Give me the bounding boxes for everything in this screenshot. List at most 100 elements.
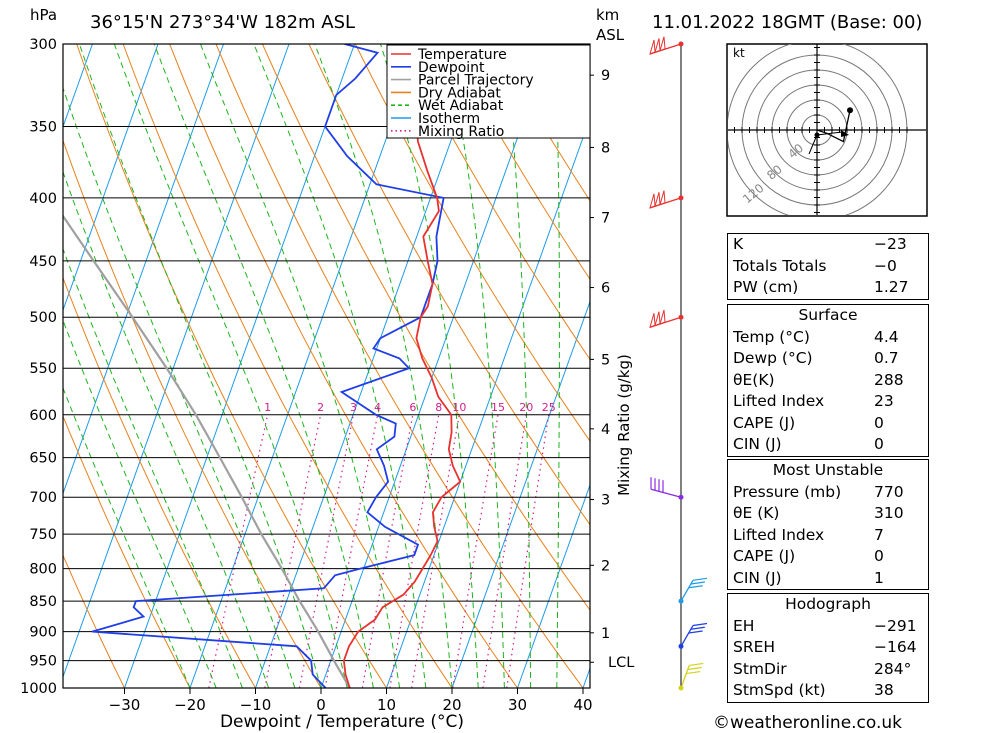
mixing-ratio-axis-label: Mixing Ratio (g/kg): [615, 354, 633, 496]
height-tick-label: 8: [601, 140, 610, 156]
mixing-ratio-line: [389, 414, 440, 688]
pressure-tick-label: 950: [29, 654, 57, 670]
wind-barb: [650, 477, 682, 498]
pressure-tick-label: 750: [29, 527, 57, 543]
index-row-totals: Totals Totals −0: [733, 256, 897, 275]
pressure-tick-label: 500: [29, 310, 57, 326]
isotherm-line: [124, 44, 355, 688]
most-unstable-row: CAPE (J) 0: [733, 547, 884, 565]
isotherm-line: [255, 44, 486, 688]
wet-adiabat-line: [153, 44, 374, 688]
most-unstable-title: Most Unstable: [772, 461, 884, 479]
mixing-ratio-label: 15: [491, 401, 505, 414]
legend-label: Mixing Ratio: [418, 124, 504, 140]
height-tick-label: 1: [601, 626, 610, 642]
height-tick-label: 2: [601, 558, 610, 574]
wet-adiabat-line: [503, 44, 532, 688]
mixing-ratio-label: 25: [542, 401, 556, 414]
mixing-ratio-label: 1: [264, 401, 271, 414]
isotherm-line: [320, 44, 552, 688]
surface-table: Surface Temp (°C) 4.4 Dewp (°C) 0.7 θE(K) 2…: [727, 304, 929, 457]
storm-motion-arrow-icon: [841, 130, 849, 137]
dry-adiabat-line: [401, 44, 590, 361]
dry-adiabat-line: [308, 44, 590, 526]
height-tick-label: 3: [601, 493, 610, 509]
height-unit-km: km: [596, 6, 619, 24]
legend-label: Dewpoint: [418, 60, 485, 76]
x-tick-label: 0: [316, 696, 326, 714]
mixing-ratio-label: 2: [317, 401, 324, 414]
dry-adiabat-line: [169, 44, 518, 688]
hodograph-row: EH −291: [733, 616, 917, 635]
legend-label: Temperature: [417, 47, 507, 63]
surface-row: Temp (°C) 4.4: [733, 327, 899, 346]
wind-barb: [649, 36, 682, 55]
wet-adiabat-line: [63, 247, 243, 688]
index-row-k: K −23: [733, 235, 907, 253]
height-unit-asl: ASL: [596, 26, 625, 44]
pressure-tick-label: 450: [29, 254, 57, 270]
pressure-tick-label: 650: [29, 451, 57, 467]
series-line-temperature: [342, 44, 462, 688]
indices-table: K −23 Totals Totals −0 PW (cm) 1.27: [727, 233, 929, 300]
surface-row: Dewp (°C) 0.7: [733, 349, 899, 367]
dry-adiabat-line: [63, 554, 125, 688]
isotherm-line: [63, 44, 224, 495]
surface-row: θE(K) 288: [733, 370, 904, 389]
isotherm-line: [0, 44, 27, 688]
pressure-tick-label: 400: [29, 191, 57, 207]
isotherm-line: [63, 44, 290, 679]
surface-row: CIN (J) 0: [733, 435, 884, 453]
pressure-tick-label: 300: [29, 37, 57, 53]
series-line-parcel-trajectory: [63, 214, 351, 688]
dry-adiabat-line: [959, 44, 1000, 688]
isotherm-line: [451, 300, 590, 688]
legend-label: Isotherm: [418, 111, 480, 127]
mixing-ratio-line: [411, 414, 460, 688]
surface-row: CAPE (J) 0: [733, 413, 884, 432]
dry-adiabat-line: [354, 44, 590, 442]
hodograph-title: Hodograph: [785, 595, 871, 613]
copyright: ©weatheronline.co.uk: [713, 713, 902, 733]
wet-adiabat-line: [200, 44, 401, 688]
hodograph-row: SREH −164: [733, 638, 917, 656]
pressure-tick-label: 350: [29, 119, 57, 135]
surface-title: Surface: [798, 306, 858, 324]
isotherm-line: [386, 116, 590, 688]
wind-barb: [680, 577, 708, 602]
mixing-ratio-label: 6: [409, 401, 416, 414]
most-unstable-row: θE (K) 310: [733, 504, 904, 522]
height-tick-label: 4: [601, 422, 610, 438]
mixing-ratio-label: 8: [435, 401, 442, 414]
mixing-ratio-label: 4: [374, 401, 381, 414]
isotherm-line: [63, 44, 159, 312]
x-tick-label: −30: [109, 696, 141, 714]
x-tick-label: 40: [573, 696, 592, 714]
wet-adiabat-line: [113, 44, 348, 688]
height-tick-label: 9: [601, 68, 610, 84]
pressure-tick-label: 900: [29, 625, 57, 641]
height-tick-label: LCL: [608, 655, 634, 671]
hodograph-unit: kt: [733, 46, 745, 60]
hodograph-table: Hodograph EH −291 SREH −164 StmDir 284° Stm…: [727, 593, 929, 703]
wind-barb: [649, 190, 682, 209]
most-unstable-row: Lifted Index 7: [733, 525, 884, 544]
plot-frame: [62, 43, 591, 689]
hodograph-trace: [816, 110, 851, 143]
most-unstable-table: Most Unstable Pressure (mb) 770 θE (K) 310…: [727, 459, 929, 590]
isotherm-line: [517, 483, 590, 688]
series-line-dewpoint: [91, 44, 445, 688]
pressure-unit: hPa: [30, 6, 57, 24]
wet-adiabat-line: [63, 86, 296, 688]
x-tick-label: −10: [240, 696, 272, 714]
x-tick-label: 10: [377, 696, 396, 714]
height-tick-label: 5: [601, 352, 610, 368]
wet-adiabat-line: [554, 44, 560, 688]
datetime-label: 11.01.2022 18GMT (Base: 00): [652, 12, 922, 33]
mixing-ratio-label: 10: [452, 401, 466, 414]
pressure-tick-label: 550: [29, 361, 57, 377]
dry-adiabat-line: [447, 44, 590, 281]
hodograph-trace-tail: [808, 134, 818, 155]
most-unstable-row: CIN (J) 1: [733, 568, 884, 587]
most-unstable-row: Pressure (mb) 770: [733, 482, 904, 501]
